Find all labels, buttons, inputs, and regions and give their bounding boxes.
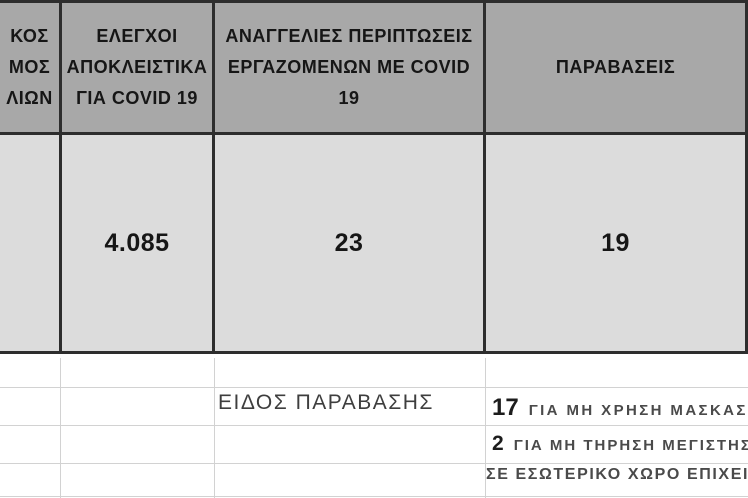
violation-item-cell[interactable]: 17 ΓΙΑ ΜΗ ΧΡΗΣΗ ΜΑΣΚΑΣ [492,394,748,422]
data-cell-violations-value[interactable]: 19 [486,135,748,351]
violation-description-continued: ΣΕ ΕΣΩΤΕΡΙΚΟ ΧΩΡΟ ΕΠΙΧΕΙΡ [486,466,748,483]
data-cell-covid-checks-value[interactable]: 4.085 [62,135,215,351]
violation-item-cell[interactable]: ΣΕ ΕΣΩΤΕΡΙΚΟ ΧΩΡΟ ΕΠΙΧΕΙΡ [486,466,748,484]
gridline-vertical [60,358,61,498]
violation-description: ΓΙΑ ΜΗ ΧΡΗΣΗ ΜΑΣΚΑΣ [528,402,748,419]
gridline-vertical [214,358,215,498]
gridline-horizontal [0,425,748,426]
violation-description: ΓΙΑ ΜΗ ΤΗΡΗΣΗ ΜΕΓΙΣΤΗΣ [513,437,748,454]
violation-type-label: ΕΙΔΟΣ ΠΑΡΑΒΑΣΗΣ [218,391,434,414]
header-col1-fragment: ΛΙΩΝ [6,88,53,108]
header-col1-fragment: ΚΟΣ [10,26,49,46]
header-cell-reported-worker-cases[interactable]: ΑΝΑΓΓΕΛΙΕΣ ΠΕΡΙΠΤΩΣΕΙΣ ΕΡΓΑΖΟΜΕΝΩΝ ΜΕ CO… [215,3,486,135]
header-line: 19 [338,88,360,108]
header-line: ΑΠΟΚΛΕΙΣΤΙΚΑ [66,57,208,77]
header-line: ΕΛΕΓΧΟΙ [96,26,178,46]
header-line: ΓΙΑ COVID 19 [76,88,198,108]
header-line: ΑΝΑΓΓΕΛΙΕΣ ΠΕΡΙΠΤΩΣΕΙΣ [225,26,473,46]
header-cell-covid-checks[interactable]: ΕΛΕΓΧΟΙ ΑΠΟΚΛΕΙΣΤΙΚΑ ΓΙΑ COVID 19 [62,3,215,135]
gridline-vertical [485,358,486,498]
violation-count: 17 [492,394,519,421]
header-cell-truncated-left[interactable]: ΚΟΣ ΜΟΣ ΛΙΩΝ [0,3,62,135]
data-cell-reported-cases-value[interactable]: 23 [215,135,486,351]
gridline-horizontal [0,387,748,388]
violation-type-label-cell[interactable]: ΕΙΔΟΣ ΠΑΡΑΒΑΣΗΣ [218,391,484,424]
data-cell-truncated-left[interactable] [0,135,62,351]
gridline-horizontal [0,463,748,464]
header-line: ΠΑΡΑΒΑΣΕΙΣ [555,57,676,77]
reported-cases-value: 23 [334,228,364,257]
violation-item-cell[interactable]: 2 ΓΙΑ ΜΗ ΤΗΡΗΣΗ ΜΕΓΙΣΤΗΣ [492,432,748,456]
covid-checks-value: 4.085 [104,228,170,257]
header-line: ΕΡΓΑΖΟΜΕΝΩΝ ΜΕ COVID [227,57,471,77]
header-cell-violations[interactable]: ΠΑΡΑΒΑΣΕΙΣ [486,3,748,135]
violations-value: 19 [601,228,630,257]
gridline-horizontal [0,496,748,497]
header-col1-fragment: ΜΟΣ [8,57,51,77]
violation-count: 2 [492,432,504,455]
covid-summary-table: ΚΟΣ ΜΟΣ ΛΙΩΝ ΕΛΕΓΧΟΙ ΑΠΟΚΛΕΙΣΤΙΚΑ ΓΙΑ CO… [0,0,748,354]
